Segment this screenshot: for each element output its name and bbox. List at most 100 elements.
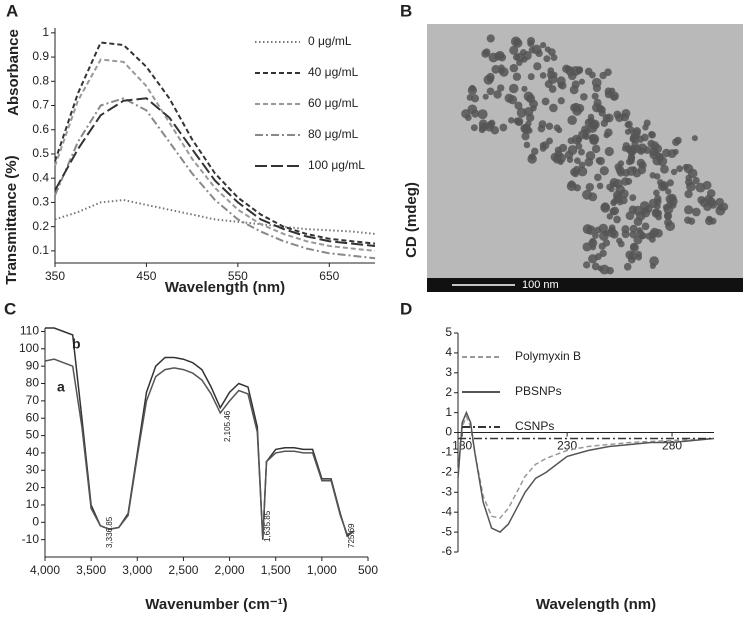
particle [592,102,602,113]
particle [530,105,537,112]
particle [471,94,480,103]
y-tick-label: 0.4 [32,170,49,184]
particle [491,64,501,74]
y-tick-label: 0.8 [32,73,49,87]
particle [570,103,579,112]
particle [574,157,581,164]
particle [522,51,532,61]
peak-annotation: 3,336.85 [105,516,114,548]
particle [610,199,618,207]
y-axis-title: Absorbance [5,29,22,116]
particle [539,72,547,79]
particle [523,141,531,149]
particle [625,211,635,220]
particle [598,223,609,234]
particle [684,205,694,215]
particle [582,242,592,252]
particle [684,216,692,224]
particle [665,188,672,195]
particle [527,40,535,48]
legend-label: 0 μg/mL [308,34,352,48]
particle [553,124,561,132]
particle [703,202,712,212]
particle [629,133,639,143]
y-tick-label: 0.2 [32,219,49,233]
particle [629,194,637,202]
data-line [54,97,376,260]
data-line [44,358,355,538]
particle [602,114,611,123]
particle [592,232,599,239]
particle [640,133,649,142]
y-tick-label: 4 [445,345,452,359]
y-tick-label: 20 [26,480,40,494]
series-label: b [72,336,81,352]
particle [493,90,502,99]
particle [682,163,689,170]
y-tick-label: 5 [445,325,452,339]
particle [613,110,622,119]
x-tick-label: 2,500 [168,563,198,577]
particle [541,97,550,106]
particle [628,126,635,133]
particle [523,91,534,102]
data-line [54,58,376,252]
particle [521,85,528,92]
particle [617,160,625,167]
y-tick-label: 0.9 [32,49,49,63]
particle [509,63,519,73]
particle [585,150,596,161]
particle [552,154,562,164]
legend-label: 60 μg/mL [308,96,359,110]
particle [531,147,539,156]
x-axis-title: Wavenumber (cm⁻¹) [145,596,287,613]
y-tick-label: 40 [26,445,40,459]
particle [566,181,577,192]
particle [649,262,656,269]
particle [633,205,643,216]
x-tick-label: 550 [228,269,248,283]
particle [543,55,551,63]
x-axis-title: Wavelength (nm) [165,279,285,296]
particle [653,189,660,197]
particle [608,224,616,232]
particle [697,195,706,205]
particle [668,193,677,203]
particle [604,90,613,99]
particle [616,237,623,244]
tem-image: 100 nm [427,24,743,292]
particle [565,65,572,72]
x-tick-label: 3,500 [76,563,106,577]
particle [715,197,724,207]
particle [641,222,650,231]
particle [589,134,600,144]
series-label: a [57,379,65,395]
particle [514,101,523,110]
particle [583,261,591,269]
particle [533,62,542,71]
particle [516,107,527,118]
legend-label: 40 μg/mL [308,65,359,79]
x-tick-label: 350 [45,269,65,283]
particle [625,120,633,128]
particle [606,266,614,275]
particle [610,206,620,216]
particle [602,239,611,247]
particle [477,109,488,120]
particle [578,130,588,140]
particle [615,165,625,175]
particle [611,93,618,101]
particle [544,46,551,53]
particle [715,205,726,216]
peak-annotation: 1,635.85 [263,510,272,542]
y-tick-label: 0.6 [32,122,49,136]
particle [628,251,638,261]
particle [527,73,535,81]
particle [659,181,669,191]
scale-label: 100 nm [522,279,559,291]
peak-annotation: 2,105.46 [223,410,232,442]
particle [603,132,610,139]
particle [596,182,604,190]
particle [486,120,495,129]
y-tick-label: 80 [26,376,40,390]
